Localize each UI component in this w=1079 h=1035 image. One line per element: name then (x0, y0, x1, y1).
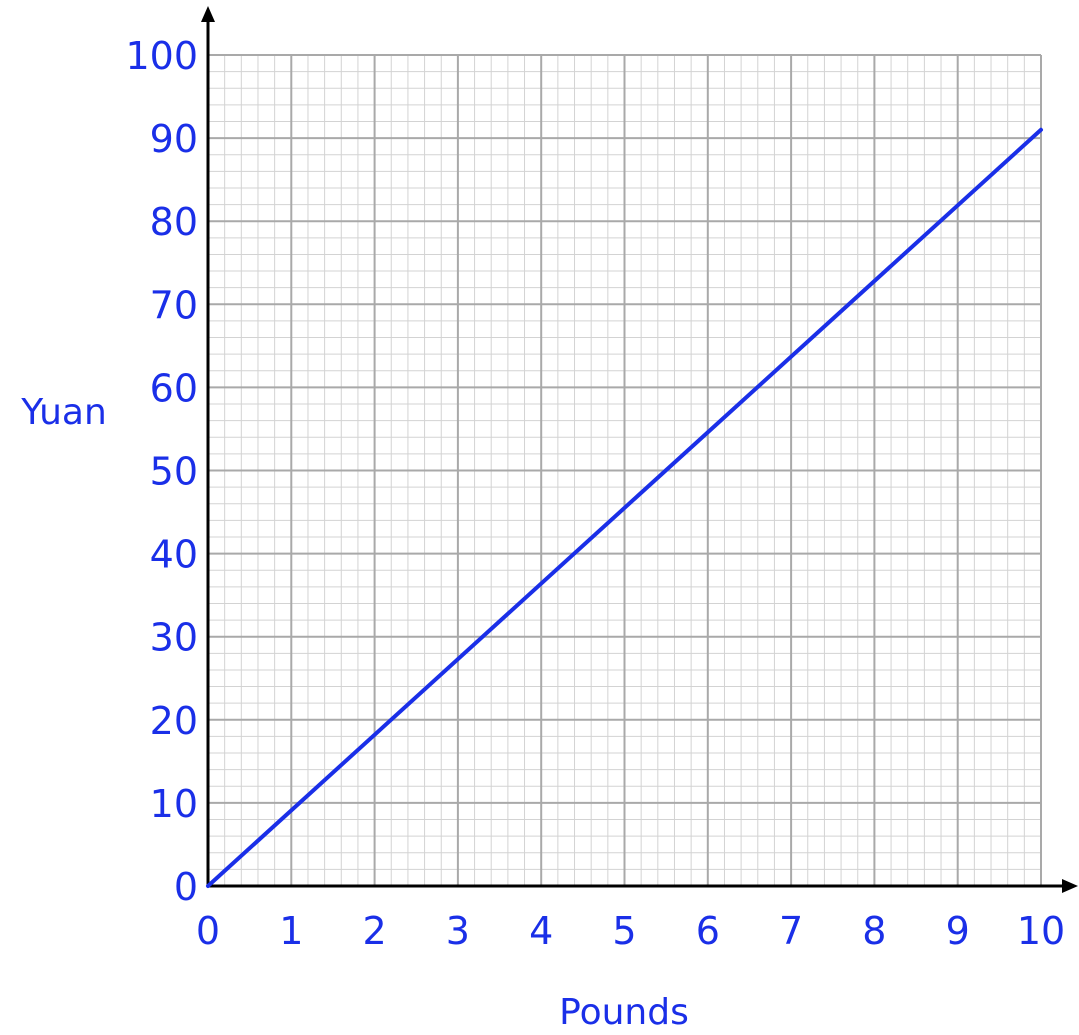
x-tick-label: 4 (529, 909, 553, 953)
x-tick-label: 2 (363, 909, 387, 953)
x-tick-label: 10 (1017, 909, 1065, 953)
major-grid (208, 54, 1042, 886)
y-axis-arrow-icon (201, 6, 215, 22)
x-axis-title: Pounds (559, 992, 689, 1033)
x-tick-label: 8 (862, 909, 886, 953)
y-tick-label: 0 (174, 865, 198, 909)
x-tick-labels: 0 1 2 3 4 5 6 7 8 9 10 (196, 909, 1065, 953)
y-tick-label: 50 (150, 450, 198, 494)
series-line-0 (206, 127, 1043, 888)
series-layer (206, 127, 1043, 888)
y-axis-title: Yuan (20, 392, 107, 433)
axes (201, 6, 1078, 893)
y-tick-label: 10 (150, 782, 198, 826)
x-tick-label: 9 (946, 909, 970, 953)
y-tick-label: 80 (150, 200, 198, 244)
y-tick-label: 30 (150, 616, 198, 660)
x-tick-label: 3 (446, 909, 470, 953)
y-tick-labels: 0 10 20 30 40 50 60 70 80 90 100 (125, 34, 198, 909)
x-tick-label: 6 (696, 909, 720, 953)
x-tick-label: 5 (612, 909, 636, 953)
x-axis-arrow-icon (1062, 879, 1078, 893)
x-tick-label: 1 (279, 909, 303, 953)
y-tick-label: 90 (150, 117, 198, 161)
y-tick-label: 20 (150, 699, 198, 743)
x-tick-label: 7 (779, 909, 803, 953)
x-tick-label: 0 (196, 909, 220, 953)
y-tick-label: 60 (150, 366, 198, 410)
y-tick-label: 70 (150, 283, 198, 327)
y-tick-label: 100 (125, 34, 198, 78)
y-tick-label: 40 (150, 533, 198, 577)
